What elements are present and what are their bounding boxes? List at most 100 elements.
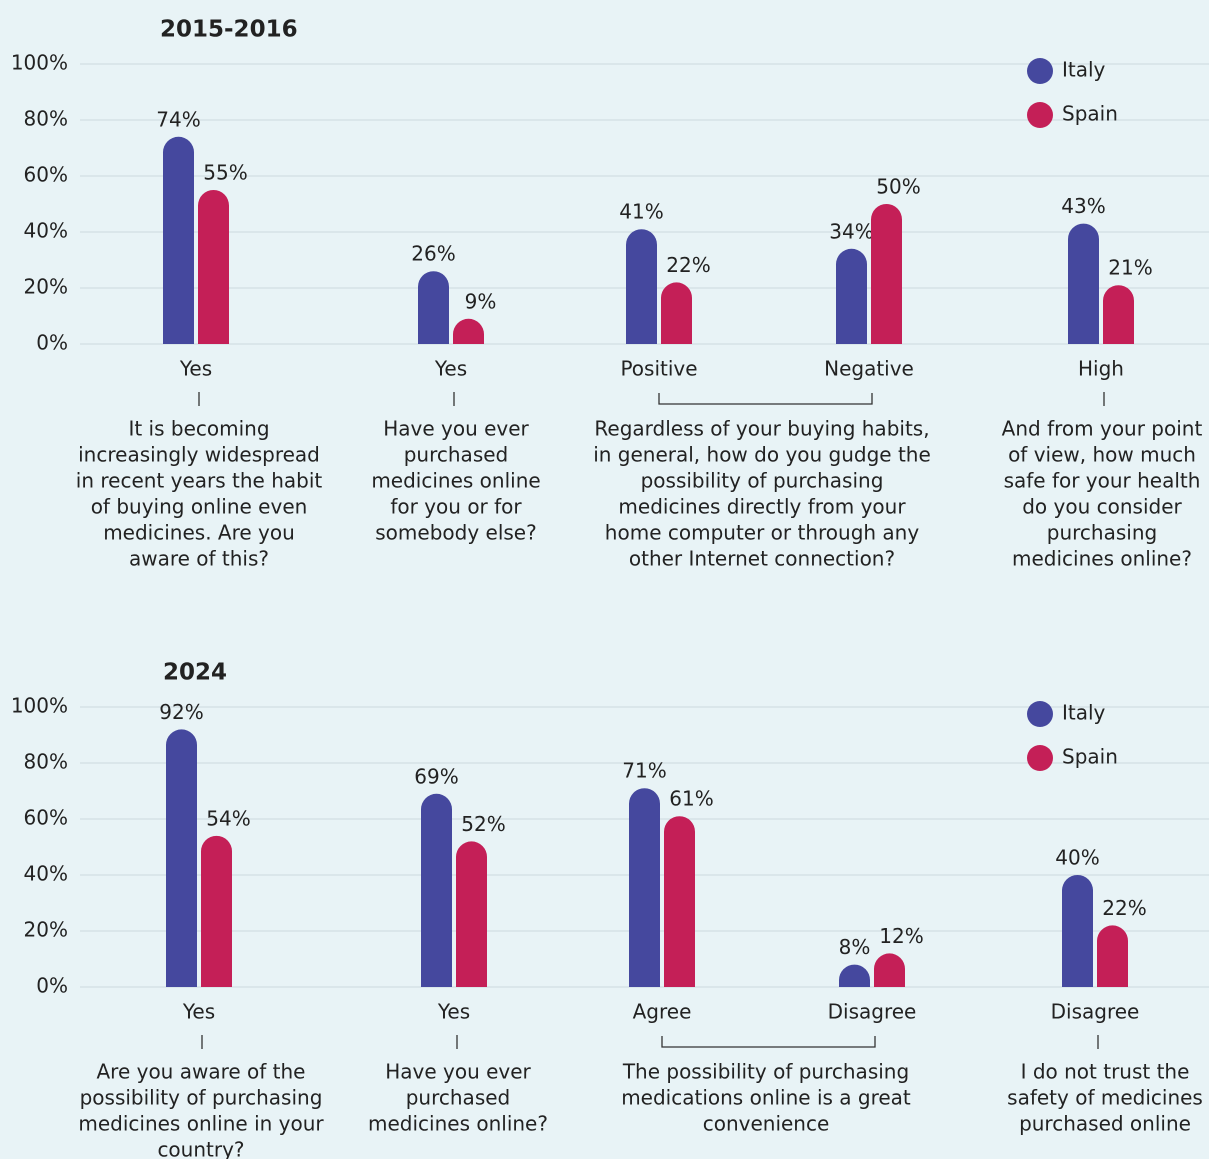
bar [661, 282, 692, 344]
legend-swatch [1027, 745, 1053, 771]
bar [166, 729, 197, 987]
bar [201, 835, 232, 987]
question-text: medicines online in your [78, 1112, 324, 1136]
bar [629, 788, 660, 987]
value-label: 92% [159, 700, 203, 724]
value-label: 22% [666, 253, 710, 277]
value-label: 74% [156, 107, 200, 131]
bar [418, 271, 449, 344]
value-label: 43% [1061, 194, 1105, 218]
question-text: medicines directly from your [618, 495, 906, 519]
question-text: possibility of purchasing [641, 469, 884, 493]
question-text: of buying online even [91, 495, 308, 519]
legend-label: Italy [1062, 701, 1106, 725]
x-tick-label: Yes [434, 357, 467, 381]
y-tick-label: 0% [36, 974, 68, 998]
y-tick-label: 80% [24, 750, 68, 774]
question-text: Have you ever [385, 1060, 531, 1084]
chart-title: 2024 [163, 660, 227, 686]
value-label: 21% [1108, 256, 1152, 280]
question-text: other Internet connection? [629, 547, 895, 571]
bar [664, 816, 695, 987]
bar [198, 190, 229, 344]
question-text: It is becoming [128, 417, 269, 441]
question-text: purchased [406, 1086, 511, 1110]
bar [874, 953, 905, 987]
x-tick-label: Yes [182, 1000, 215, 1024]
bar [421, 793, 452, 987]
question-text: of view, how much [1008, 443, 1196, 467]
y-tick-label: 80% [24, 107, 68, 131]
question-text: increasingly widespread [78, 443, 320, 467]
question-text: medicines online [371, 469, 540, 493]
value-label: 52% [461, 812, 505, 836]
bar [456, 841, 487, 987]
x-tick-label: Agree [633, 1000, 692, 1024]
question-text: purchased [404, 443, 509, 467]
question-text: country? [157, 1138, 244, 1159]
value-label: 55% [203, 161, 247, 185]
y-tick-label: 60% [24, 806, 68, 830]
question-text: aware of this? [129, 547, 269, 571]
value-label: 41% [619, 200, 663, 224]
value-label: 34% [829, 219, 873, 243]
x-tick-label: Disagree [1051, 1000, 1140, 1024]
bar [836, 248, 867, 344]
y-tick-label: 100% [11, 51, 68, 75]
legend-label: Italy [1062, 58, 1106, 82]
legend-label: Spain [1062, 745, 1118, 769]
question-text: do you consider [1022, 495, 1182, 519]
question-text: medicines online? [1012, 547, 1192, 571]
legend-label: Spain [1062, 102, 1118, 126]
legend-swatch [1027, 102, 1053, 128]
value-label: 40% [1055, 846, 1099, 870]
bracket [658, 393, 873, 405]
y-tick-label: 20% [24, 918, 68, 942]
question-text: Have you ever [383, 417, 529, 441]
x-tick-label: Negative [824, 357, 914, 381]
question-text: medicines. Are you [103, 521, 295, 545]
chart-title: 2015-2016 [160, 17, 298, 43]
y-tick-label: 100% [11, 694, 68, 718]
value-label: 26% [411, 242, 455, 266]
bar [453, 318, 484, 344]
value-label: 69% [414, 764, 458, 788]
x-tick-label: Yes [179, 357, 212, 381]
x-tick-label: Yes [437, 1000, 470, 1024]
y-tick-label: 40% [24, 219, 68, 243]
question-text: I do not trust the [1021, 1060, 1190, 1084]
value-label: 50% [876, 175, 920, 199]
question-text: home computer or through any [605, 521, 920, 545]
question-text: safety of medicines [1007, 1086, 1203, 1110]
value-label: 71% [622, 759, 666, 783]
bar [626, 229, 657, 344]
x-tick-label: Disagree [828, 1000, 917, 1024]
question-text: medications online is a great [621, 1086, 911, 1110]
value-label: 9% [465, 289, 497, 313]
question-text: safe for your health [1004, 469, 1201, 493]
y-tick-label: 60% [24, 163, 68, 187]
bracket [661, 1036, 876, 1048]
bar [871, 204, 902, 344]
question-text: possibility of purchasing [80, 1086, 323, 1110]
value-label: 8% [839, 935, 871, 959]
question-text: Are you aware of the [96, 1060, 305, 1084]
y-tick-label: 0% [36, 331, 68, 355]
value-label: 12% [879, 924, 923, 948]
legend-swatch [1027, 58, 1053, 84]
bar [1068, 223, 1099, 344]
y-tick-label: 40% [24, 862, 68, 886]
bar [1103, 285, 1134, 344]
question-text: convenience [703, 1112, 830, 1136]
question-text: in general, how do you gudge the [593, 443, 931, 467]
question-text: somebody else? [375, 521, 536, 545]
value-label: 61% [669, 787, 713, 811]
question-text: purchasing [1047, 521, 1157, 545]
question-text: The possibility of purchasing [622, 1060, 909, 1084]
bar [1062, 874, 1093, 987]
bar [163, 136, 194, 344]
bar [1097, 925, 1128, 987]
x-tick-label: High [1078, 357, 1124, 381]
question-text: And from your point [1002, 417, 1203, 441]
